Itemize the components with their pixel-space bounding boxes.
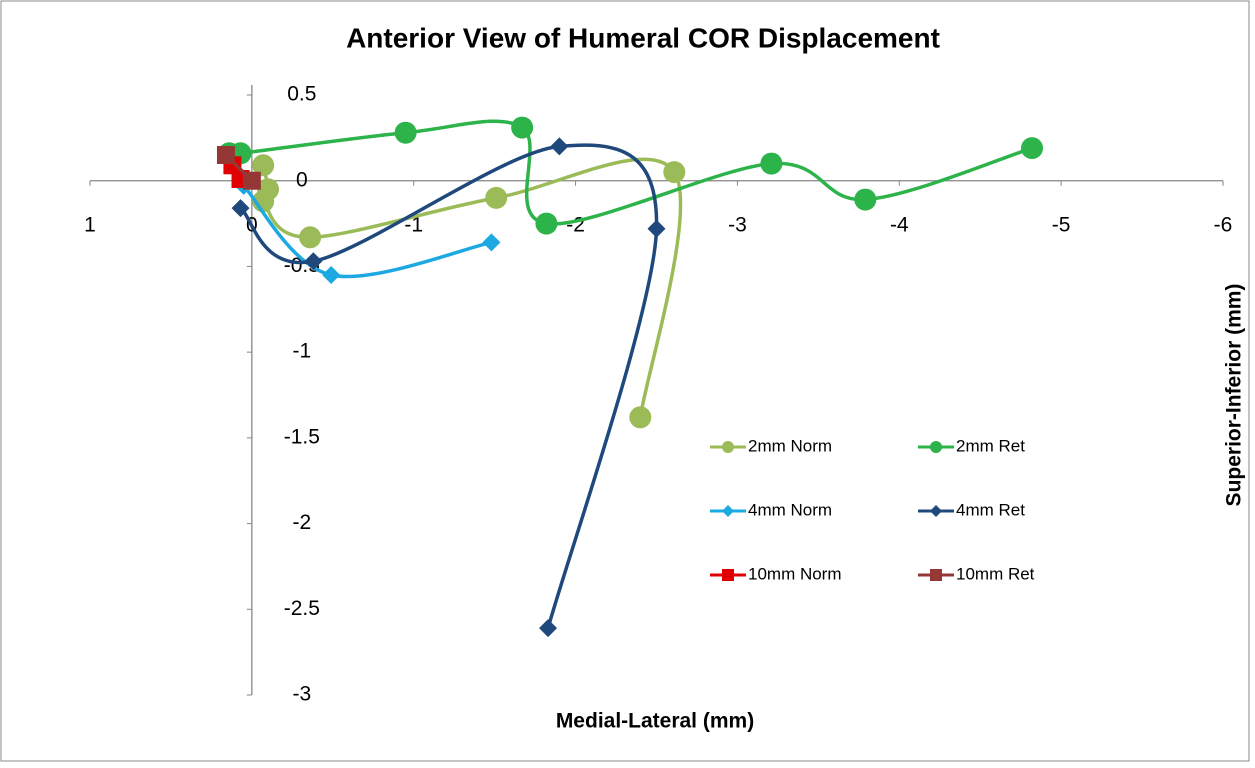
legend-marker (722, 505, 734, 517)
y-tick-label: -2 (293, 511, 312, 534)
x-axis-label: Medial-Lateral (mm) (556, 710, 754, 733)
x-tick-label: 1 (84, 213, 96, 236)
x-tick-label: -3 (728, 213, 747, 236)
legend-marker (930, 505, 942, 517)
series-line (239, 143, 659, 629)
point (299, 226, 322, 249)
point (1021, 137, 1044, 160)
legend-marker (930, 569, 942, 581)
legend-label: 10mm Ret (956, 564, 1035, 583)
point (304, 252, 323, 271)
x-tick-label: -2 (566, 213, 585, 236)
legend-marker (722, 569, 734, 581)
y-tick-label: -2.5 (284, 597, 320, 620)
point (482, 233, 501, 252)
x-tick-label: -4 (890, 213, 909, 236)
point (511, 116, 534, 139)
series (231, 137, 666, 638)
point (485, 186, 508, 209)
legend-label: 4mm Norm (748, 500, 832, 519)
series (252, 154, 686, 429)
legend-label: 2mm Norm (748, 436, 832, 455)
x-tick-label: -6 (1214, 213, 1233, 236)
point (550, 137, 569, 156)
legend-label: 10mm Norm (748, 564, 842, 583)
point (760, 152, 783, 175)
legend-label: 2mm Ret (956, 436, 1025, 455)
point (539, 619, 558, 638)
point (231, 199, 250, 218)
y-tick-label: 0 (296, 168, 308, 191)
point (252, 154, 275, 177)
point (663, 161, 686, 184)
y-tick-label: 0.5 (287, 83, 316, 106)
point (647, 219, 666, 238)
point (242, 171, 261, 190)
y-tick-label: -1.5 (284, 425, 320, 448)
legend-marker (722, 441, 734, 453)
point (629, 406, 652, 429)
series (234, 176, 501, 284)
point (394, 121, 417, 144)
point (216, 146, 235, 164)
y-tick-label: -3 (293, 683, 312, 706)
point (322, 266, 341, 284)
point (854, 188, 877, 211)
chart-title: Anterior View of Humeral COR Displacemen… (346, 22, 940, 53)
point (535, 212, 558, 235)
y-axis-label: Superior-Inferior (mm) (1223, 284, 1246, 507)
legend-label: 4mm Ret (956, 500, 1025, 519)
x-tick-label: -5 (1052, 213, 1071, 236)
legend-marker (930, 441, 942, 453)
y-tick-label: -1 (293, 340, 312, 363)
series (216, 146, 261, 190)
